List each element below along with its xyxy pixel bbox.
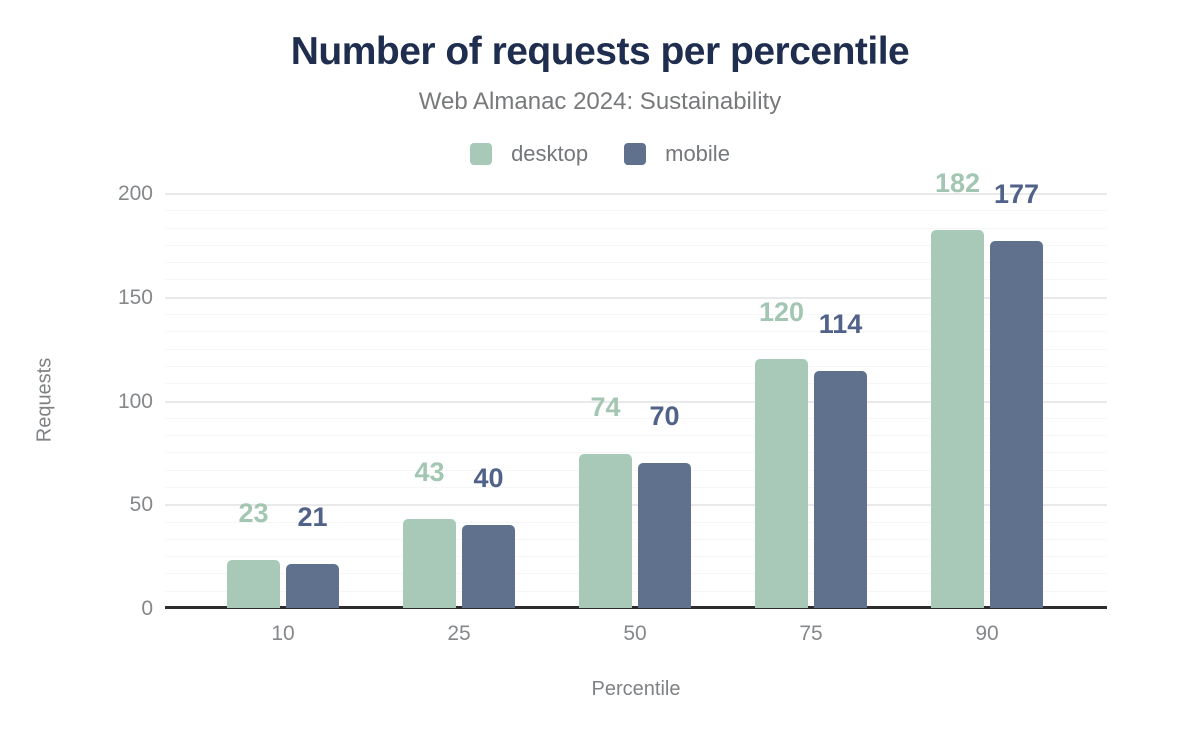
gridline-minor [165,365,1107,367]
bar-value-label-desktop-p10: 23 [238,498,269,529]
bar-value-label-desktop-p50: 74 [590,392,621,423]
gridline-minor [165,590,1107,592]
legend-swatch-desktop-icon [470,143,493,165]
gridline-major [165,296,1107,299]
bar-value-label-mobile-p90: 177 [993,178,1040,209]
x-tick-label-90: 90 [975,622,999,645]
bar-value-label-mobile-p50: 70 [649,400,680,431]
gridline-minor [165,210,1107,212]
x-tick-label-25: 25 [447,622,471,645]
gridline-minor [165,417,1107,419]
gridline-minor [165,383,1107,385]
gridline-minor [165,279,1107,281]
chart-subtitle: Web Almanac 2024: Sustainability [418,88,782,115]
bar-value-label-desktop-p25: 43 [414,456,445,487]
legend-item-desktop: desktop [470,141,588,167]
bar-mobile-p50 [638,462,691,608]
gridline-minor [165,244,1107,246]
y-tick-label: 150 [117,285,153,309]
bar-desktop-p50 [579,454,632,608]
bar-desktop-p25 [403,518,456,608]
gridline-minor [165,538,1107,540]
x-axis-line [165,606,1107,609]
bar-value-label-desktop-p75: 120 [758,297,805,327]
y-tick-label: 200 [117,182,153,205]
x-tick-label-75: 75 [799,622,823,645]
gridline-minor [165,314,1107,316]
bar-value-label-mobile-p25: 40 [473,463,504,493]
legend: desktop mobile [0,141,1200,167]
bar-mobile-p10 [286,564,339,608]
legend-swatch-mobile-icon [624,143,647,165]
gridline-major [165,504,1107,507]
bar-desktop-p10 [227,560,280,608]
gridline-minor [165,469,1107,471]
gridline-minor [165,556,1107,558]
gridline-minor [165,486,1107,488]
gridline-minor [165,331,1107,333]
x-tick-label-50: 50 [623,622,647,645]
bar-value-label-desktop-p90: 182 [934,168,981,199]
gridline-minor [165,435,1107,437]
gridline-minor [165,348,1107,350]
legend-label-desktop: desktop [511,141,589,166]
x-axis-title: Percentile [591,678,681,700]
gridline-major [165,193,1107,195]
y-tick-label: 100 [117,389,153,413]
chart-title: Number of requests per percentile [290,30,910,73]
legend-item-mobile: mobile [624,141,730,167]
x-tick-label-10: 10 [271,622,295,645]
gridline-minor [165,262,1107,264]
gridline-major [165,400,1107,403]
gridline-minor [165,452,1107,454]
gridline-minor [165,227,1107,229]
legend-label-mobile: mobile [665,141,730,166]
bar-mobile-p25 [462,525,515,608]
bar-mobile-p75 [814,371,867,608]
bar-desktop-p75 [755,359,808,608]
gridline-minor [165,573,1107,575]
gridline-minor [165,521,1107,523]
bar-value-label-mobile-p10: 21 [297,502,328,533]
bar-desktop-p90 [931,230,984,608]
y-tick-label: 50 [129,493,153,517]
y-tick-label: 0 [141,597,153,620]
bar-mobile-p90 [990,240,1043,608]
y-axis-title: Requests [33,357,56,443]
bar-value-label-mobile-p75: 114 [818,309,863,340]
